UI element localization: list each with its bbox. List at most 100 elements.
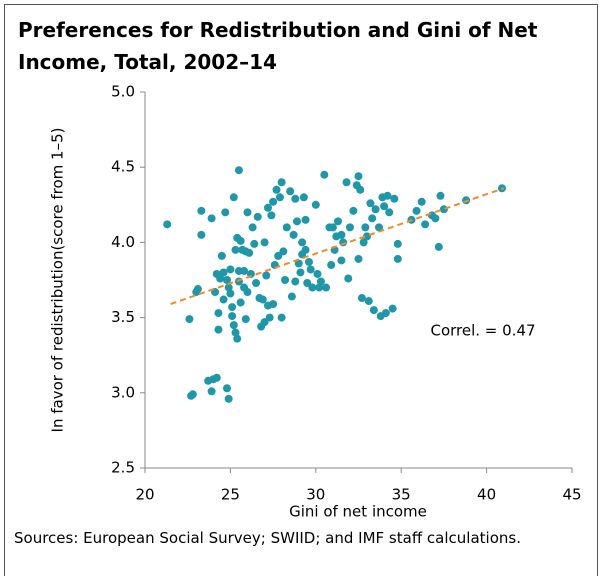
point [228,303,237,312]
point [337,230,346,239]
y-tick-label: 3.0 [111,383,135,401]
point [229,321,238,330]
point [275,193,284,202]
point [294,259,303,268]
point [279,247,288,256]
point [214,325,223,334]
point [298,238,307,247]
point [412,206,421,215]
point [356,185,365,194]
point [248,223,257,232]
point [216,274,225,283]
point [207,214,216,223]
y-tick-label: 4.0 [111,233,135,251]
point [236,298,245,307]
point [287,292,296,301]
y-tick-label: 3.5 [111,308,135,326]
point [322,283,331,292]
point [337,256,346,265]
point [222,276,231,284]
point [303,279,312,288]
trend-line [170,187,505,306]
point [368,214,377,223]
point [207,387,216,396]
annotation: Correl. = 0.47 [430,322,535,340]
point [342,178,351,187]
point [197,230,206,239]
point [431,214,440,223]
point [334,217,343,226]
point [243,208,252,217]
point [231,328,240,337]
point [293,217,302,226]
x-axis-label: Gini of net income [289,503,427,521]
point [241,315,250,324]
point [320,170,329,179]
source-note: Sources: European Social Survey; SWIID; … [14,529,521,547]
point [233,334,242,343]
point [313,269,322,278]
point [234,166,243,175]
point [296,268,305,277]
point [345,223,354,232]
point [282,223,291,232]
point [291,194,300,203]
point [214,309,223,318]
point [262,271,271,280]
point [315,283,324,292]
point [359,238,368,247]
point [281,276,290,284]
point [354,172,363,181]
frame [4,4,598,576]
point [243,288,252,297]
point [390,194,399,203]
y-tick-label: 4.5 [111,158,135,176]
point [364,297,373,306]
point [344,274,353,283]
point [163,220,172,229]
point [222,384,231,393]
point [436,191,445,200]
x-tick-label: 20 [135,486,154,504]
point [277,178,286,187]
point [311,200,320,209]
point [228,312,237,321]
point [188,390,197,399]
point [291,277,300,286]
x-tick-label: 45 [562,486,581,504]
point [263,203,272,212]
point [269,300,278,309]
point [301,245,310,254]
point [393,254,402,263]
point [316,277,325,286]
point [274,251,283,260]
point [439,205,448,214]
point [221,208,230,217]
point [308,283,317,292]
point [224,283,233,292]
point [374,223,383,232]
point [272,185,281,194]
point [219,295,228,304]
point [369,306,378,315]
point [328,223,337,232]
point [269,197,278,206]
point [260,318,269,327]
point [327,260,336,269]
point [299,193,308,202]
point [229,193,238,202]
point [301,215,310,224]
point [219,268,228,277]
y-tick-label: 5.0 [111,83,135,101]
point [267,211,276,220]
point [434,242,443,251]
point [381,309,390,318]
point [349,206,358,215]
point [421,220,430,229]
point [260,238,269,247]
point [366,199,375,208]
point [226,265,235,274]
point [212,373,221,382]
point [265,313,274,322]
